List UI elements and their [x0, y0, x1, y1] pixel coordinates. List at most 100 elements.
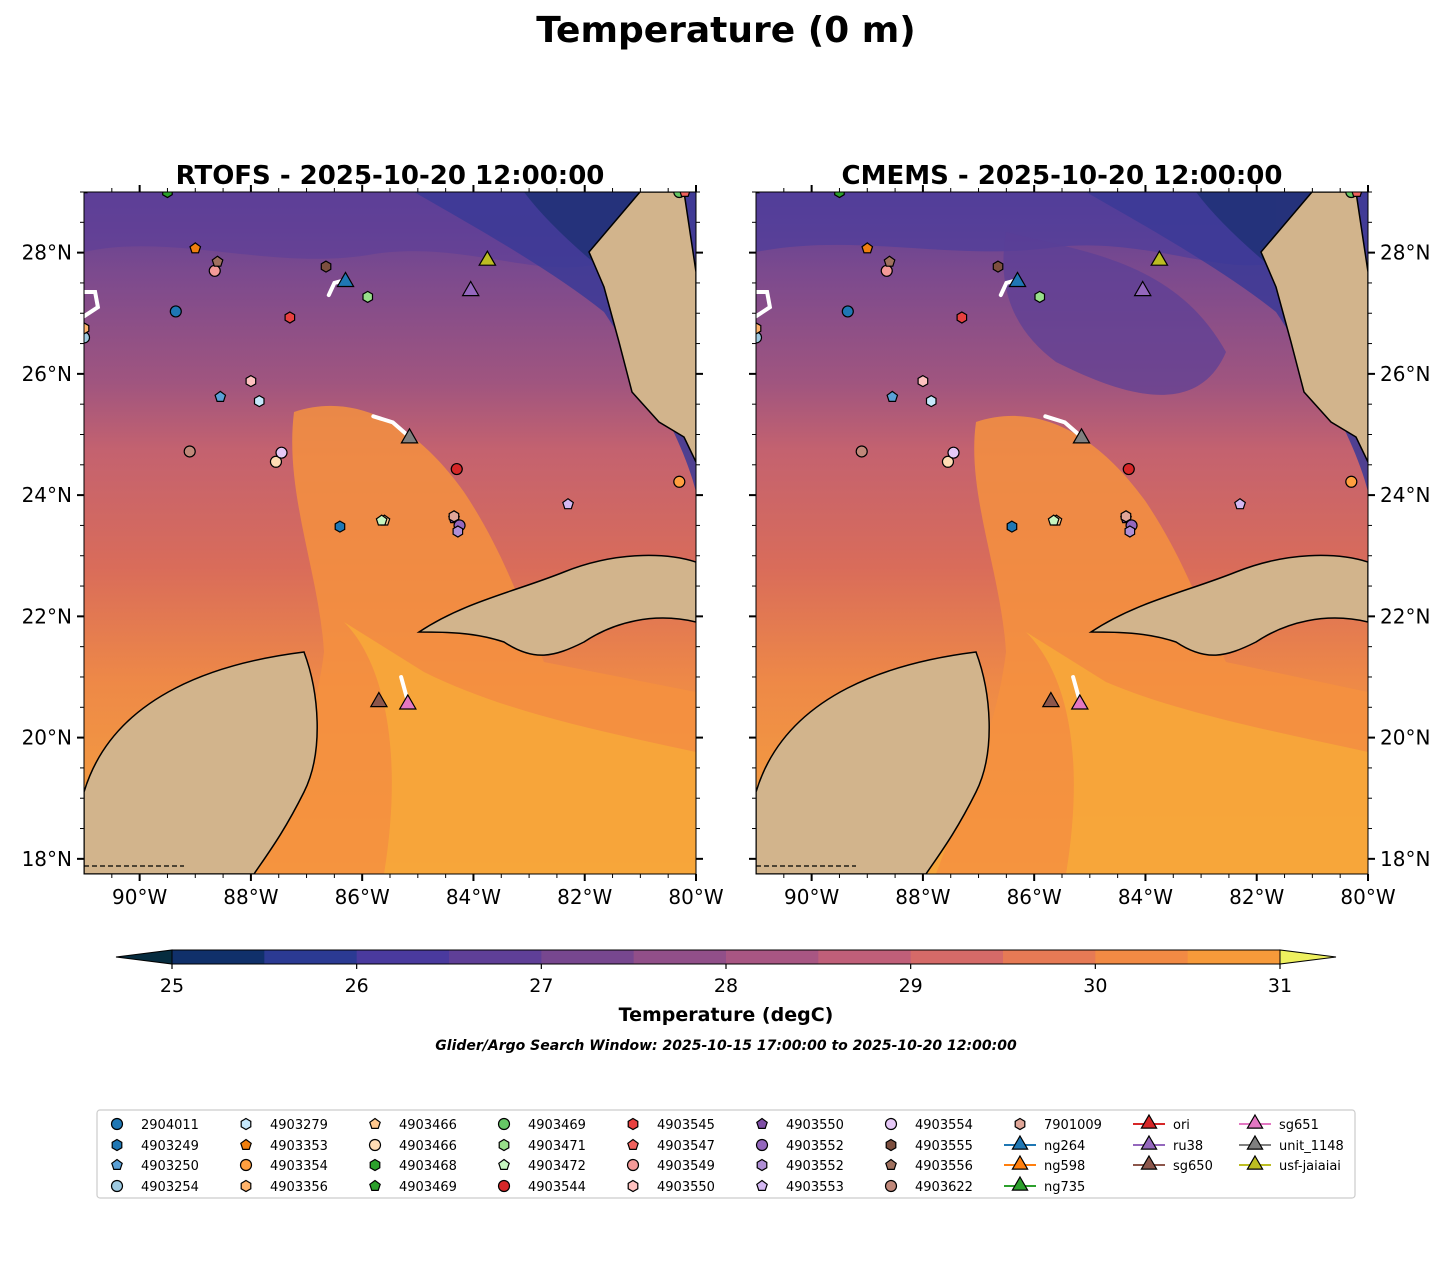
- colorbar-bin: [910, 950, 1004, 964]
- land-florida: [588, 192, 696, 463]
- platform-marker-7901009: [448, 510, 460, 523]
- legend-marker: [885, 1138, 897, 1152]
- cool-eddy: [1003, 232, 1226, 395]
- legend-label: sg651: [1279, 1118, 1319, 1133]
- platform-marker-4903250: [886, 390, 899, 402]
- platform-marker-sg651: [398, 693, 417, 710]
- y-tick-label: 20°N: [1380, 726, 1430, 750]
- legend-label: 4903469: [399, 1180, 457, 1195]
- colorbar-tick-label: 30: [1083, 975, 1107, 997]
- platform-marker-4903354: [673, 475, 686, 488]
- land-yucatan: [84, 651, 318, 874]
- legend-label: 4903549: [657, 1159, 715, 1174]
- legend-label: 4903279: [270, 1118, 328, 1133]
- platform-marker-2904011: [841, 305, 854, 318]
- land-cuba: [416, 554, 696, 656]
- legend-marker: [239, 1158, 253, 1172]
- legend-marker: [627, 1138, 639, 1151]
- glider-track-ng598: [84, 290, 101, 319]
- x-tick-label: 80°W: [668, 885, 723, 909]
- y-tick-label: 22°N: [1380, 604, 1430, 628]
- legend-marker: [497, 1117, 511, 1131]
- platform-marker-4903547: [1351, 192, 1363, 198]
- colorbar-bin: [172, 950, 265, 964]
- platform-marker-4903472: [375, 514, 388, 526]
- platform-marker-7901009: [1120, 510, 1132, 523]
- colorbar-tick-label: 25: [160, 975, 184, 997]
- platform-marker-4903466: [941, 455, 955, 468]
- colorbar-bin: [1003, 950, 1096, 964]
- platform-marker-4903471: [362, 290, 374, 304]
- legend-label: 4903547: [657, 1139, 715, 1154]
- platform-marker-4903356: [756, 322, 762, 335]
- legend-label: 4903356: [270, 1180, 328, 1195]
- legend-box: [96, 1109, 1356, 1199]
- land-florida: [1260, 192, 1368, 463]
- colorbar-bin: [818, 950, 912, 964]
- colorbar-tick-label: 29: [899, 975, 923, 997]
- x-tick-label: 82°W: [557, 885, 612, 909]
- platform-marker-4903468: [162, 192, 173, 199]
- legend-marker: [1246, 1113, 1264, 1129]
- panel-rtofs: RTOFS - 2025-10-20 12:00:00 90°W 88°W 86°W…: [22, 161, 724, 909]
- legend-marker: [368, 1138, 382, 1152]
- legend-marker: [369, 1158, 381, 1172]
- platform-marker-4903552: [452, 525, 464, 538]
- legend-marker: [756, 1179, 768, 1192]
- search-window: Glider/Argo Search Window: 2025-10-15 17…: [435, 1038, 1017, 1054]
- colorbar-bin: [449, 950, 542, 964]
- legend-label: 4903552: [786, 1159, 844, 1174]
- y-tick-label: 26°N: [22, 362, 72, 386]
- platform-marker-4903249: [334, 520, 346, 533]
- legend-marker: [627, 1117, 639, 1131]
- platform-marker-ng264: [336, 271, 355, 288]
- legend-label: 4903552: [786, 1139, 844, 1154]
- platform-marker-4903554: [947, 446, 960, 459]
- platform-marker-4903554: [275, 446, 288, 459]
- platform-marker-4903556: [883, 255, 896, 267]
- legend-label: 4903544: [528, 1180, 586, 1195]
- colorbar-bin: [1095, 950, 1189, 964]
- platform-marker-4903472: [1047, 514, 1060, 526]
- y-tick-label: 26°N: [1380, 362, 1430, 386]
- x-tick-label: 88°W: [223, 885, 278, 909]
- legend-marker: [626, 1158, 640, 1172]
- platform-marker-4903471: [1034, 290, 1046, 304]
- platform-marker-sg650: [369, 691, 389, 708]
- legend-label: 4903550: [786, 1118, 844, 1133]
- x-tick-label: 90°W: [112, 885, 167, 909]
- legend-marker: [756, 1117, 768, 1130]
- y-tick-label: 18°N: [1380, 847, 1430, 871]
- legend-label: 4903354: [270, 1159, 328, 1174]
- legend-marker: [240, 1138, 252, 1151]
- y-tick-label: 24°N: [22, 483, 72, 507]
- platform-marker-2904011: [169, 305, 182, 318]
- colorbar-tick-label: 28: [714, 975, 738, 997]
- legend-marker: [240, 1117, 252, 1131]
- legend-marker: [1246, 1134, 1264, 1150]
- platform-marker-4903552: [1124, 525, 1136, 538]
- colorbar-label: Temperature (degC): [619, 1004, 834, 1026]
- platform-marker-unit_1148: [1072, 427, 1091, 444]
- legend-label: 4903466: [399, 1118, 457, 1133]
- panel-title: CMEMS - 2025-10-20 12:00:00: [842, 161, 1283, 191]
- legend-marker: [627, 1179, 639, 1193]
- legend-marker: [1011, 1175, 1029, 1191]
- platform-marker-4903353: [861, 242, 874, 254]
- platform-marker-4903549: [208, 264, 221, 277]
- legend-label: 4903250: [141, 1159, 199, 1174]
- platform-marker-4903550: [245, 374, 257, 388]
- platform-marker-unit_1148: [400, 427, 419, 444]
- platform-marker-4903466: [269, 455, 283, 468]
- platform-marker-sg650: [1041, 691, 1061, 708]
- platform-markers: [84, 192, 691, 710]
- legend-marker: [111, 1158, 123, 1171]
- platform-marker-4903555: [992, 260, 1004, 273]
- legend-label: 2904011: [141, 1118, 199, 1133]
- land-yucatan: [756, 651, 990, 874]
- platform-marker-usf-jaiaiai: [1150, 250, 1169, 266]
- platform-marker-4903249: [1006, 520, 1018, 533]
- legend-label: 7901009: [1044, 1118, 1102, 1133]
- legend-marker: [884, 1117, 898, 1131]
- map-area: [756, 192, 1368, 874]
